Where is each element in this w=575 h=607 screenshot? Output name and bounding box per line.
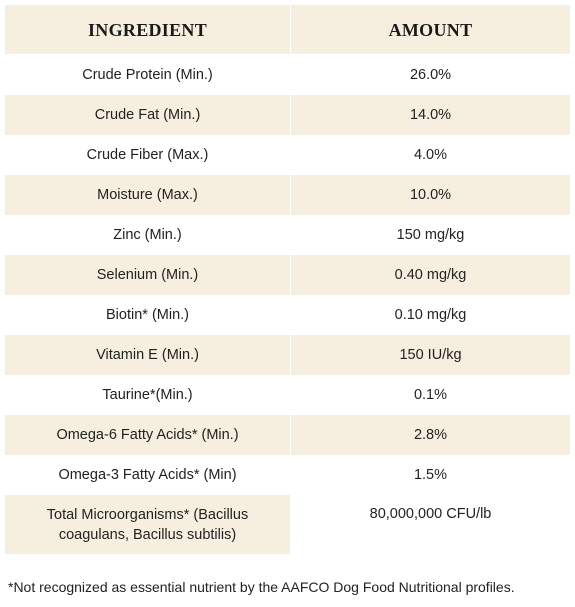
amount-cell: 80,000,000 CFU/lb — [291, 495, 570, 535]
table-row: Taurine*(Min.) 0.1% — [5, 375, 570, 415]
amount-cell: 4.0% — [413, 147, 448, 163]
ingredient-cell: Crude Fat (Min.) — [5, 95, 290, 135]
ingredient-cell: Vitamin E (Min.) — [5, 335, 290, 375]
ingredient-cell: Biotin* (Min.) — [106, 307, 189, 323]
table-row: Total Microorganisms* (Bacillus coagulan… — [5, 495, 570, 554]
table-row: Selenium (Min.) 0.40 mg/kg — [5, 255, 570, 295]
nutrient-table: INGREDIENT AMOUNT Crude Protein (Min.) 2… — [5, 5, 570, 554]
ingredient-cell: Zinc (Min.) — [113, 227, 182, 243]
ingredient-cell: Crude Fiber (Max.) — [86, 147, 209, 163]
table-row: Vitamin E (Min.) 150 IU/kg — [5, 335, 570, 375]
amount-cell: 0.1% — [413, 387, 448, 403]
amount-cell: 1.5% — [413, 467, 448, 483]
table-row: Moisture (Max.) 10.0% — [5, 175, 570, 215]
ingredient-cell: Moisture (Max.) — [5, 175, 290, 215]
table-row: Omega-6 Fatty Acids* (Min.) 2.8% — [5, 415, 570, 455]
table-header-row: INGREDIENT AMOUNT — [5, 5, 570, 54]
table-row: Crude Protein (Min.) 26.0% — [5, 55, 570, 95]
header-amount: AMOUNT — [291, 5, 570, 54]
amount-cell: 0.40 mg/kg — [291, 255, 570, 295]
ingredient-cell: Crude Protein (Min.) — [82, 67, 213, 83]
amount-cell: 26.0% — [409, 67, 452, 83]
amount-cell: 10.0% — [291, 175, 570, 215]
footnote: *Not recognized as essential nutrient by… — [8, 579, 515, 595]
table-row: Crude Fat (Min.) 14.0% — [5, 95, 570, 135]
ingredient-cell: Taurine*(Min.) — [102, 387, 193, 403]
table-row: Omega-3 Fatty Acids* (Min) 1.5% — [5, 455, 570, 495]
ingredient-cell: Total Microorganisms* (Bacillus coagulan… — [5, 495, 290, 554]
amount-cell: 14.0% — [291, 95, 570, 135]
table-row: Biotin* (Min.) 0.10 mg/kg — [5, 295, 570, 335]
ingredient-cell: Omega-3 Fatty Acids* (Min) — [58, 467, 237, 483]
amount-cell: 150 IU/kg — [291, 335, 570, 375]
amount-cell: 2.8% — [291, 415, 570, 455]
amount-cell: 150 mg/kg — [396, 227, 465, 243]
table-row: Zinc (Min.) 150 mg/kg — [5, 215, 570, 255]
ingredient-cell: Omega-6 Fatty Acids* (Min.) — [5, 415, 290, 455]
ingredient-cell: Selenium (Min.) — [5, 255, 290, 295]
header-ingredient: INGREDIENT — [5, 5, 290, 54]
table-row: Crude Fiber (Max.) 4.0% — [5, 135, 570, 175]
amount-cell: 0.10 mg/kg — [394, 307, 467, 323]
